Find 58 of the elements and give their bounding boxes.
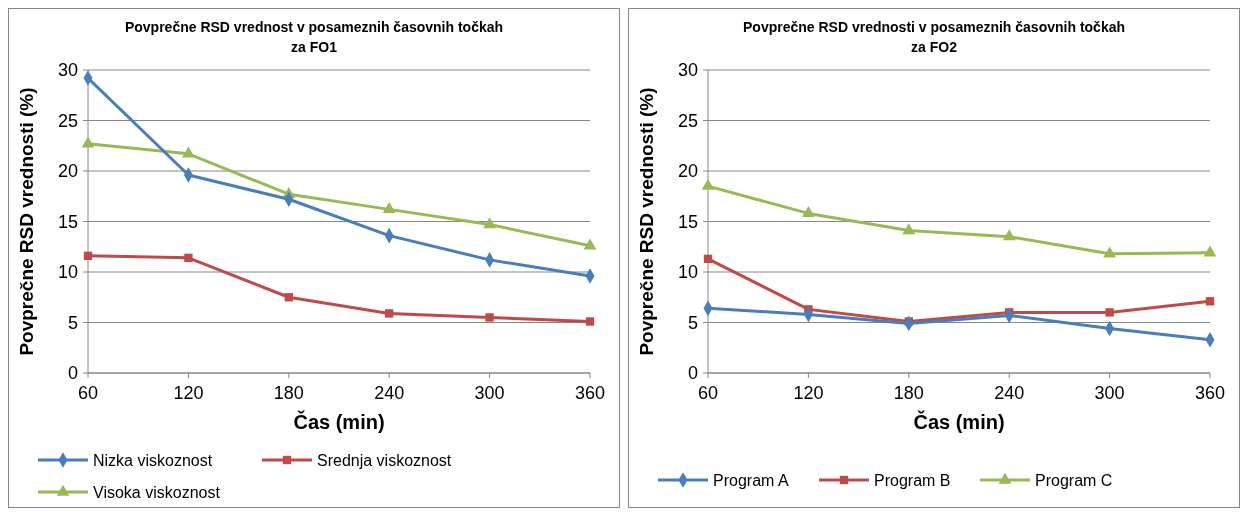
x-tick-label: 120 xyxy=(793,383,824,403)
point xyxy=(182,146,195,158)
point xyxy=(83,251,93,261)
y-tick-label: 20 xyxy=(57,161,78,182)
y-tick-label: 10 xyxy=(677,262,698,283)
y-tick-label: 25 xyxy=(57,110,78,131)
x-tick-label: 300 xyxy=(1094,383,1125,403)
x-axis-title: Čas (min) xyxy=(913,410,1005,433)
legend-label: Nizka viskoznost xyxy=(93,451,213,469)
point xyxy=(485,313,494,322)
point xyxy=(802,206,815,218)
legend-label: Program A xyxy=(713,471,789,489)
y-axis-title: Povprečne RSD vrednosti (%) xyxy=(16,87,37,356)
point xyxy=(1103,246,1116,258)
y-axis-title: Povprečne RSD vrednosti (%) xyxy=(636,87,657,356)
point xyxy=(385,309,394,318)
point xyxy=(81,136,95,148)
point xyxy=(585,317,595,326)
x-tick-label: 60 xyxy=(77,383,99,403)
y-tick-label: 20 xyxy=(677,161,698,182)
legend-label: Program C xyxy=(1035,471,1113,489)
x-axis-title: Čas (min) xyxy=(293,410,385,433)
y-tick-label: 25 xyxy=(677,110,698,131)
y-tick-label: 10 xyxy=(57,262,78,283)
x-tick-label: 120 xyxy=(173,383,204,403)
point xyxy=(703,254,713,264)
point xyxy=(902,223,916,235)
x-tick-label: 360 xyxy=(574,383,606,403)
y-tick-label: 5 xyxy=(67,312,78,333)
x-tick-label: 300 xyxy=(474,383,505,403)
y-tick-label: 30 xyxy=(57,60,78,81)
point xyxy=(382,202,396,214)
x-tick-label: 60 xyxy=(697,383,719,403)
point xyxy=(1203,245,1217,257)
x-tick-label: 180 xyxy=(893,383,924,403)
y-tick-label: 5 xyxy=(687,312,698,333)
point xyxy=(1002,229,1016,241)
chart-title: Povprečne RSD vrednosti v posameznih časovnih točkah za FO2 xyxy=(743,19,1125,55)
x-tick-label: 180 xyxy=(273,383,304,403)
x-tick-label: 360 xyxy=(1194,383,1226,403)
legend-label: Visoka viskoznost xyxy=(93,483,221,501)
y-tick-label: 0 xyxy=(67,363,78,384)
point xyxy=(1105,308,1114,317)
x-tick-label: 240 xyxy=(994,383,1025,403)
point xyxy=(1205,297,1215,306)
y-tick-label: 0 xyxy=(687,363,698,384)
legend-label: Srednja viskoznost xyxy=(317,451,452,469)
point xyxy=(701,178,715,190)
point xyxy=(284,293,293,302)
y-tick-label: 15 xyxy=(57,211,78,232)
y-tick-label: 15 xyxy=(677,211,698,232)
point xyxy=(583,238,597,250)
legend-label: Program B xyxy=(874,471,951,489)
y-tick-label: 30 xyxy=(677,60,698,81)
point xyxy=(483,217,496,229)
x-tick-label: 240 xyxy=(374,383,405,403)
point xyxy=(184,253,193,263)
chart-title: Povprečne RSD vrednost v posameznih časovnih točkah za FO1 xyxy=(124,19,504,55)
